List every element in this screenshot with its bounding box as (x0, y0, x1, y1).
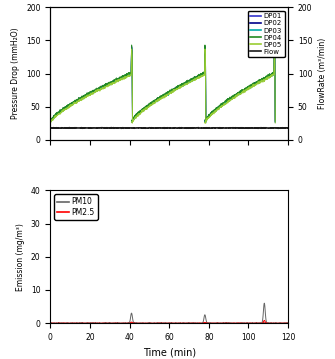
Y-axis label: Emission (mg/m³): Emission (mg/m³) (16, 223, 25, 291)
Y-axis label: FlowRate (m³/min): FlowRate (m³/min) (318, 38, 327, 109)
Legend: DP01, DP02, DP03, DP04, DP05, Flow: DP01, DP02, DP03, DP04, DP05, Flow (248, 11, 285, 57)
Y-axis label: Pressure Drop (mmH₂O): Pressure Drop (mmH₂O) (11, 28, 20, 119)
Legend: PM10, PM2.5: PM10, PM2.5 (54, 194, 98, 220)
X-axis label: Time (min): Time (min) (143, 348, 196, 357)
